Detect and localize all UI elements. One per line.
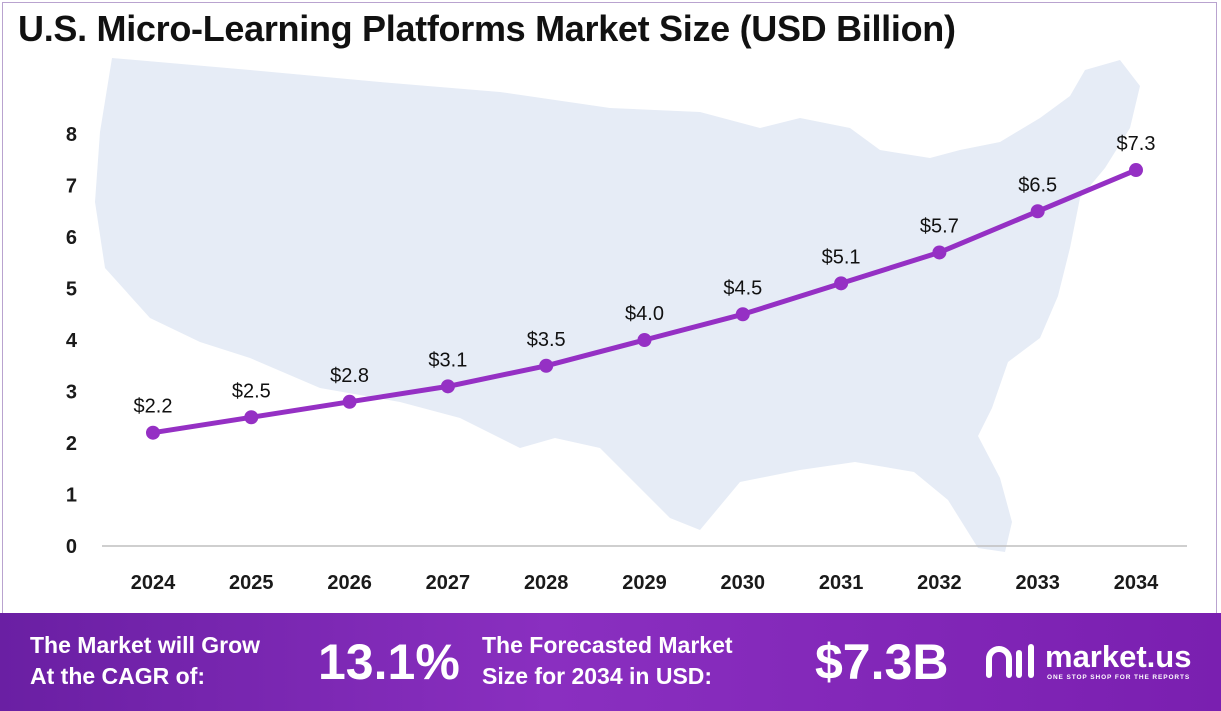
forecast-caption-line2: Size for 2034 in USD: [482,663,713,689]
cagr-caption-line1: The Market will Grow [30,632,261,658]
data-point [1030,204,1045,219]
data-point [146,425,160,440]
y-tick-label: 1 [66,485,77,507]
y-tick-label: 8 [66,124,77,146]
x-tick-label: 2029 [622,572,667,594]
forecast-caption-line1: The Forecasted Market [482,632,733,658]
data-label: $4.5 [723,277,762,299]
data-point [735,307,750,322]
data-point [932,245,947,260]
data-label: $7.3 [1117,133,1156,155]
data-point [834,276,849,291]
x-axis-ticks: 2024 2025 2026 2027 2028 2029 2030 2031 2032 2033… [131,572,1159,594]
data-point [539,358,554,373]
data-label: $2.5 [232,380,271,402]
y-tick-label: 4 [66,330,78,352]
data-label: $6.5 [1018,174,1057,196]
data-point [342,394,357,409]
data-label: $3.1 [428,349,467,371]
data-label: $3.5 [527,329,566,351]
market-us-logo-icon [986,644,1034,678]
data-label: $5.7 [920,215,959,237]
forecast-caption: The Forecasted Market Size for 2034 in U… [482,630,733,692]
y-tick-label: 7 [66,176,77,198]
y-tick-label: 6 [66,227,77,249]
data-point [1129,163,1143,178]
data-point [244,410,259,425]
x-tick-label: 2024 [131,572,176,594]
brand-name: market.us [1045,639,1192,674]
y-tick-label: 0 [66,536,77,558]
x-tick-label: 2033 [1015,572,1060,594]
brand-tagline: ONE STOP SHOP FOR THE REPORTS [1047,674,1191,681]
x-tick-label: 2031 [819,572,864,594]
market-us-logo[interactable]: market.us ONE STOP SHOP FOR THE REPORTS [985,639,1210,685]
data-markers [146,163,1143,440]
x-tick-label: 2026 [327,572,372,594]
x-tick-label: 2032 [917,572,962,594]
chart-title: U.S. Micro-Learning Platforms Market Siz… [18,8,956,49]
y-tick-label: 2 [66,433,77,455]
cagr-value: 13.1% [318,634,460,690]
x-tick-label: 2027 [426,572,471,594]
us-map-silhouette [95,58,1140,552]
y-tick-label: 3 [66,382,77,404]
data-label: $2.8 [330,365,369,387]
cagr-caption-line2: At the CAGR of: [30,663,206,689]
cagr-caption: The Market will Grow At the CAGR of: [30,630,260,692]
data-point [440,379,455,394]
forecast-value: $7.3B [815,634,949,690]
y-tick-label: 5 [66,279,77,301]
data-label: $4.0 [625,303,664,325]
data-point [637,333,652,347]
data-label: $2.2 [134,396,173,418]
data-label: $5.1 [822,246,861,268]
y-axis-ticks: 0 1 2 3 4 5 6 7 8 [66,124,78,558]
x-tick-label: 2028 [524,572,569,594]
x-tick-label: 2034 [1114,572,1159,594]
footer-banner: The Market will Grow At the CAGR of: 13.… [0,613,1221,711]
data-labels: $2.2 $2.5 $2.8 $3.1 $3.5 $4.0 $4.5 $5.1 $5.7 $6.5… [134,133,1156,418]
x-tick-label: 2030 [721,572,766,594]
x-tick-label: 2025 [229,572,274,594]
